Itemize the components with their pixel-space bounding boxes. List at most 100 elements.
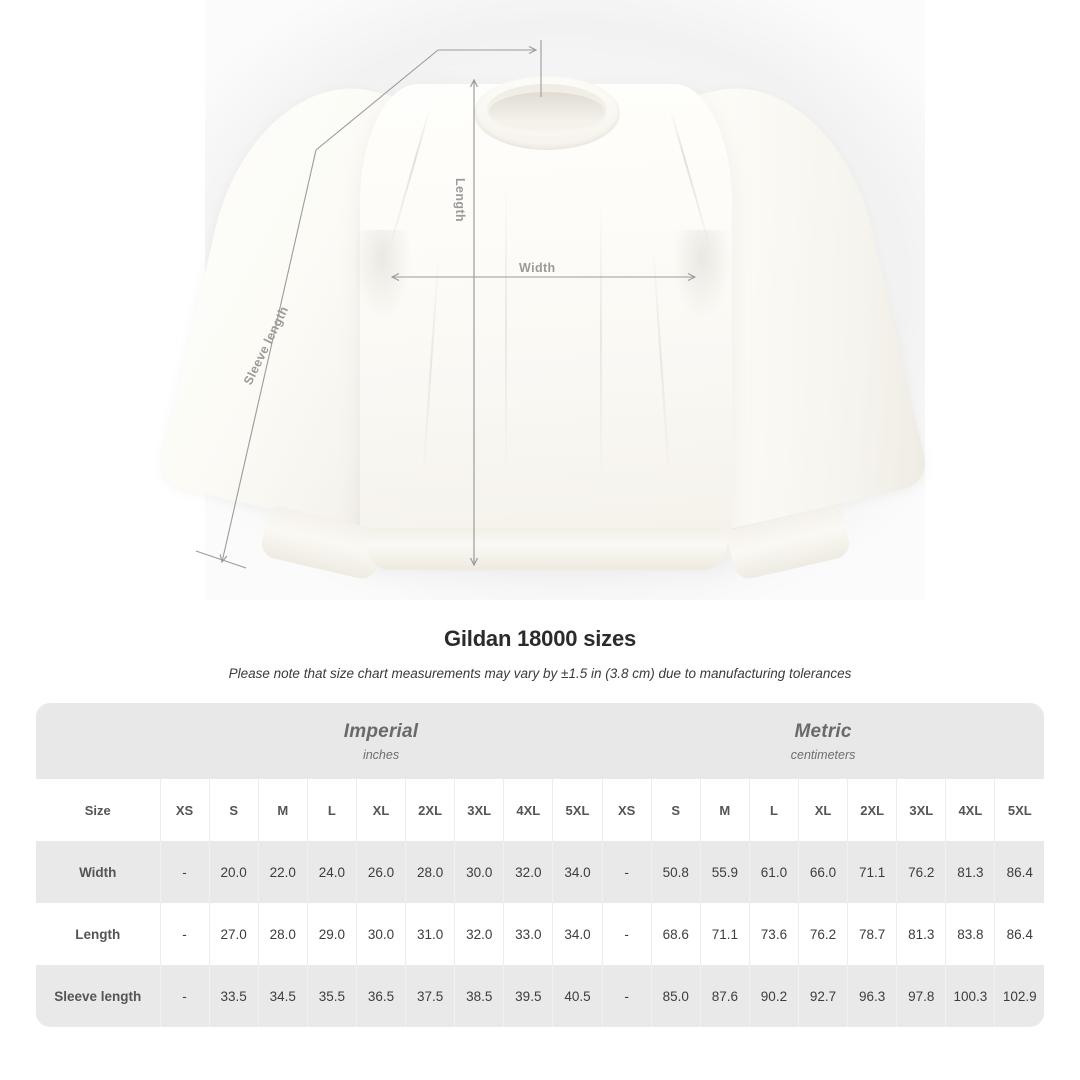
cell-length-metric-l: 73.6: [748, 903, 799, 965]
cell-length-metric-s: 68.6: [650, 903, 701, 965]
cell-sleeve-length-imperial-5xl: 40.5: [552, 965, 603, 1027]
cell-length-metric-2xl: 78.7: [847, 903, 897, 965]
row-label-length: Length: [36, 903, 160, 965]
cell-width-imperial-2xl: 28.0: [405, 841, 455, 903]
header-size-label: Size: [36, 779, 160, 841]
cell-width-imperial-xs: -: [159, 841, 210, 903]
cell-width-imperial-m: 22.0: [257, 841, 308, 903]
header-size-4xl: 4XL: [503, 779, 553, 841]
collar-shadow: [489, 92, 605, 132]
sleeve-length-guide: [195, 40, 542, 569]
tolerance-note: Please note that size chart measurements…: [228, 666, 852, 681]
cell-sleeve-length-imperial-l: 35.5: [306, 965, 357, 1027]
unit-banner-imperial: Imperial inches: [160, 703, 603, 779]
cell-sleeve-length-metric-xs: -: [601, 965, 652, 1027]
header-size-xs: XS: [159, 779, 210, 841]
product-image-area: Length Width Sleeve length: [156, 0, 1080, 600]
cell-sleeve-length-metric-3xl: 97.8: [896, 965, 946, 1027]
cell-sleeve-length-imperial-2xl: 37.5: [405, 965, 455, 1027]
cell-width-imperial-s: 20.0: [208, 841, 259, 903]
chart-title-block: Gildan 18000 sizes Please note that size…: [0, 626, 1080, 681]
unit-name: Imperial: [343, 720, 419, 742]
unit-subtitle: inches: [362, 747, 400, 762]
width-annotation-label: Width: [519, 261, 556, 275]
header-size-l: L: [748, 779, 799, 841]
header-size-xl: XL: [355, 779, 406, 841]
row-label-sleeve-length: Sleeve length: [36, 965, 160, 1027]
cell-width-imperial-l: 24.0: [306, 841, 357, 903]
garment-body: [360, 84, 732, 562]
unit-name: Metric: [794, 720, 852, 742]
cell-length-metric-m: 71.1: [699, 903, 750, 965]
cell-length-imperial-xs: -: [159, 903, 210, 965]
unit-subtitle: centimeters: [790, 747, 856, 762]
cell-length-metric-5xl: 86.4: [994, 903, 1045, 965]
cell-length-metric-3xl: 81.3: [896, 903, 946, 965]
cell-sleeve-length-imperial-4xl: 39.5: [503, 965, 553, 1027]
cell-width-metric-s: 50.8: [650, 841, 701, 903]
cell-length-imperial-xl: 30.0: [355, 903, 406, 965]
cell-width-metric-l: 61.0: [748, 841, 799, 903]
cell-sleeve-length-imperial-s: 33.5: [208, 965, 259, 1027]
cell-sleeve-length-metric-2xl: 96.3: [847, 965, 897, 1027]
header-size-3xl: 3XL: [896, 779, 946, 841]
cell-length-metric-4xl: 83.8: [945, 903, 995, 965]
cell-sleeve-length-imperial-xs: -: [159, 965, 210, 1027]
header-size-s: S: [208, 779, 259, 841]
cell-width-metric-5xl: 86.4: [994, 841, 1045, 903]
cell-length-imperial-l: 29.0: [306, 903, 357, 965]
cell-width-metric-2xl: 71.1: [847, 841, 897, 903]
header-size-4xl: 4XL: [945, 779, 995, 841]
header-size-m: M: [257, 779, 308, 841]
cell-width-metric-3xl: 76.2: [896, 841, 946, 903]
header-size-m: M: [699, 779, 750, 841]
cell-sleeve-length-metric-m: 87.6: [699, 965, 750, 1027]
table-header-row: Size XS S M L XL 2XL 3XL 4XL 5XL XS S M L XL 2XL 3XL 4XL 5…: [36, 779, 1045, 841]
sweatshirt-illustration: [156, 63, 931, 582]
cell-width-imperial-xl: 26.0: [355, 841, 406, 903]
fabric-fold: [600, 200, 602, 480]
cell-width-imperial-4xl: 32.0: [503, 841, 553, 903]
header-size-2xl: 2XL: [405, 779, 455, 841]
header-size-s: S: [650, 779, 701, 841]
header-size-xs: XS: [601, 779, 652, 841]
unit-banner-row: Imperial inches Metric centimeters: [36, 703, 1045, 779]
table-row: Width -20.0 22.0 24.0 26.0 28.0 30.0 32.0 34.0-5…: [36, 841, 1045, 903]
cell-width-metric-4xl: 81.3: [945, 841, 995, 903]
banner-corner-spacer: [36, 703, 160, 779]
bottom-hem: [364, 528, 728, 570]
cell-sleeve-length-metric-s: 85.0: [650, 965, 701, 1027]
cell-sleeve-length-metric-4xl: 100.3: [945, 965, 995, 1027]
table-row: Length -27.0 28.0 29.0 30.0 31.0 32.0 33.0 34.0-…: [36, 903, 1045, 965]
page-title: Gildan 18000 sizes: [443, 626, 637, 651]
cell-length-imperial-s: 27.0: [208, 903, 259, 965]
fabric-fold: [505, 175, 507, 475]
cell-sleeve-length-metric-5xl: 102.9: [994, 965, 1045, 1027]
cell-width-metric-xs: -: [601, 841, 652, 903]
table-row: Sleeve length -33.5 34.5 35.5 36.5 37.5 38.5 39…: [36, 965, 1045, 1027]
header-size-5xl: 5XL: [994, 779, 1045, 841]
length-annotation-label: Length: [453, 178, 467, 223]
cell-sleeve-length-metric-l: 90.2: [748, 965, 799, 1027]
cell-length-imperial-2xl: 31.0: [405, 903, 455, 965]
collar-inner: [487, 84, 607, 136]
header-size-l: L: [306, 779, 357, 841]
cell-width-imperial-3xl: 30.0: [454, 841, 504, 903]
cell-length-metric-xl: 76.2: [797, 903, 848, 965]
unit-banner-metric: Metric centimeters: [602, 703, 1045, 779]
cell-length-imperial-5xl: 34.0: [552, 903, 603, 965]
header-size-5xl: 5XL: [552, 779, 603, 841]
measurement-overlay: [195, 40, 1080, 569]
cell-width-metric-m: 55.9: [699, 841, 750, 903]
row-label-width: Width: [36, 841, 160, 903]
cell-sleeve-length-imperial-3xl: 38.5: [454, 965, 504, 1027]
cell-length-metric-xs: -: [601, 903, 652, 965]
cell-sleeve-length-metric-xl: 92.7: [797, 965, 848, 1027]
size-chart-table-wrapper: Imperial inches Metric centimeters Size XS S M L…: [36, 703, 1045, 1027]
header-size-xl: XL: [797, 779, 848, 841]
cell-length-imperial-3xl: 32.0: [454, 903, 504, 965]
cell-length-imperial-m: 28.0: [257, 903, 308, 965]
cell-width-metric-xl: 66.0: [797, 841, 848, 903]
cell-sleeve-length-imperial-m: 34.5: [257, 965, 308, 1027]
cell-width-imperial-5xl: 34.0: [552, 841, 603, 903]
